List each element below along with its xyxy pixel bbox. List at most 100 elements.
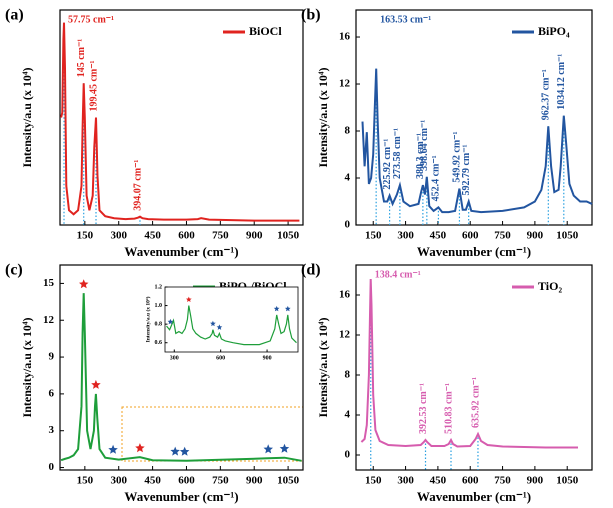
spectrum-line [361,68,593,214]
x-tick-label: 300 [397,230,414,242]
x-tick-label: 1050 [277,475,300,487]
y-tick-label: 6 [49,387,55,399]
x-tick-label: 450 [144,230,161,242]
star-marker [216,324,223,330]
y-tick-label: 0 [345,219,351,231]
x-tick-label: 600 [178,475,195,487]
spectrum-line [60,293,302,462]
y-axis-title: Intensity/a.u (x 10⁴) [316,68,330,168]
x-axis-title: Wavenumber (cm⁻¹) [124,244,238,259]
panel-label: (a) [5,7,24,24]
y-tick-label: 1.0 [155,303,163,309]
star-marker [186,296,192,302]
x-tick-label: 750 [212,230,229,242]
peak-label: 163.53 cm⁻¹ [380,14,431,25]
x-axis-title: Wavenumber (cm⁻¹) [417,244,531,259]
x-tick-label: 900 [246,475,263,487]
panel-label: (c) [5,262,23,279]
x-axis-title: Wavenumber (cm⁻¹) [417,489,531,504]
star-marker [91,379,101,389]
peak-label: 1034.12 cm⁻¹ [556,54,567,110]
x-tick-label: 1050 [556,230,579,242]
panel-label: (d) [301,262,321,279]
x-tick-label: 1050 [277,230,300,242]
y-tick-label: 15 [43,277,55,289]
star-marker [273,305,280,312]
peak-label: 380.3 cm⁻¹ [415,133,426,179]
y-tick-label: 8 [345,125,351,137]
y-tick-label: 1.2 [155,284,163,290]
peak-label: 145 cm⁻¹ [76,39,87,78]
x-tick-label: 750 [494,230,511,242]
legend-label: BiOCl [249,24,282,38]
y-tick-label: 12 [43,314,55,326]
plot-frame [59,264,304,471]
peak-label: 398.64 cm⁻¹ [419,120,430,171]
peak-label: 273.58 cm⁻¹ [392,128,403,179]
y-tick-label: 0 [49,461,55,473]
x-tick-label: 150 [365,475,382,487]
y-tick-label: 9 [49,351,55,363]
star-marker [79,279,89,289]
x-tick-label: 750 [212,475,229,487]
star-marker [108,444,118,454]
x-tick-label: 1050 [556,475,579,487]
spectrum-line [166,305,297,346]
y-axis-title: Intensity/a.u (x 10⁴) [20,68,34,168]
peak-label: 962.37 cm⁻¹ [541,69,552,120]
x-tick-label: 450 [144,475,161,487]
legend-label: BiPO₄ [538,24,570,38]
x-tick-label: 150 [77,230,94,242]
x-axis-title: Wavenumber (cm⁻¹) [124,489,238,504]
star-marker [210,320,216,327]
x-tick-label: 450 [430,230,447,242]
star-marker [135,443,145,453]
peak-label: 549.92 cm⁻¹ [452,132,463,183]
x-tick-label: 750 [494,475,511,487]
x-tick-label: 150 [365,230,382,242]
peak-label: 225.92 cm⁻¹ [382,139,393,190]
peak-label: 592.79 cm⁻¹ [461,144,472,195]
x-tick-label: 900 [263,355,272,361]
peak-label: 510.83 cm⁻¹ [443,383,454,434]
plot-frame [164,286,299,353]
x-tick-label: 450 [430,475,447,487]
star-marker [263,444,273,454]
star-marker [170,446,180,456]
peak-label: 138.4 cm⁻¹ [375,269,421,280]
y-tick-label: 4 [345,172,351,184]
peak-label: 392.53 cm⁻¹ [418,383,429,434]
x-tick-label: 300 [397,475,414,487]
x-tick-label: 900 [527,230,544,242]
plot-frame [59,9,304,226]
legend-label: TiO₂ [538,279,562,293]
x-tick-label: 300 [110,475,127,487]
spectrum-line [360,278,578,449]
y-tick-label: 12 [339,78,351,90]
peak-label: 635.92 cm⁻¹ [470,377,481,428]
y-axis-title: Intensity/a.u (x 10⁴) [316,318,330,418]
y-tick-label: 8 [345,369,351,381]
panel-label: (b) [301,7,321,24]
star-marker [167,318,174,325]
peak-label: 394.07 cm⁻¹ [132,160,143,211]
x-tick-label: 600 [216,355,225,361]
x-tick-label: 900 [246,230,263,242]
y-tick-label: 0.8 [155,322,163,328]
peak-label: 199.45 cm⁻¹ [88,60,99,111]
y-axis-title: Intensity/a.u (x 10⁴) [144,296,151,342]
x-tick-label: 150 [77,475,94,487]
x-tick-label: 600 [462,475,479,487]
plot-frame [355,9,593,226]
peak-label: 452.4 cm⁻¹ [431,155,442,201]
plot-frame [355,264,593,471]
x-tick-label: 300 [170,355,179,361]
star-marker [284,305,291,312]
y-tick-label: 16 [339,31,351,43]
y-tick-label: 12 [339,329,351,341]
zoom-box [121,406,304,462]
spectrum-line [60,22,300,222]
star-marker [179,446,190,456]
y-tick-label: 3 [49,424,55,436]
